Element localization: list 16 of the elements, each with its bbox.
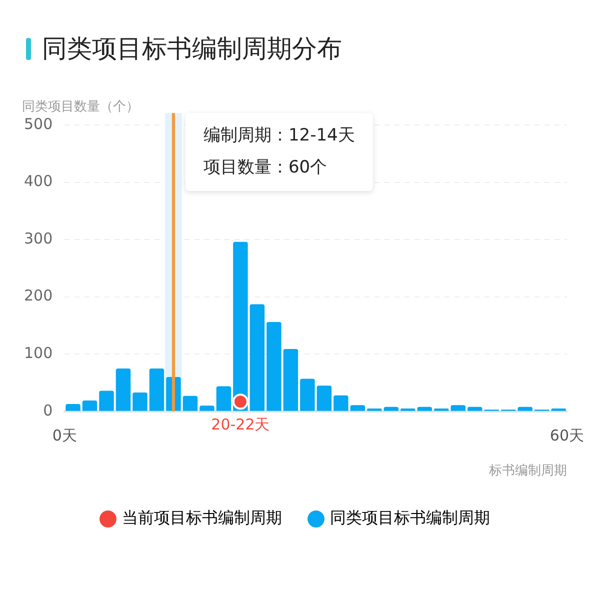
x-tick-label: 60天: [550, 426, 584, 444]
x-tick-label: 0天: [52, 426, 77, 444]
chart-title: 同类项目标书编制周期分布: [42, 33, 342, 65]
y-axis-title: 同类项目数量（个）: [22, 99, 139, 114]
legend-label: 同类项目标书编制周期: [330, 508, 490, 528]
annotation: 项目数量：60个: [203, 157, 328, 178]
y-tick-label: 0: [43, 401, 53, 420]
y-tick-label: 300: [24, 229, 53, 248]
x-axis-title: 标书编制周期: [488, 464, 567, 479]
annotation: 编制周期：12-14天: [203, 125, 355, 146]
y-tick-label: 200: [24, 286, 53, 305]
y-tick-label: 400: [24, 172, 53, 190]
y-tick-label: 100: [24, 344, 53, 362]
y-tick-label: 500: [24, 114, 53, 133]
legend-label: 当前项目标书编制周期: [122, 508, 282, 528]
text: 20-22天: [211, 415, 270, 434]
